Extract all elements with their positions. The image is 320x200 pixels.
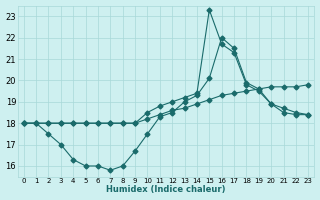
X-axis label: Humidex (Indice chaleur): Humidex (Indice chaleur) — [106, 185, 226, 194]
